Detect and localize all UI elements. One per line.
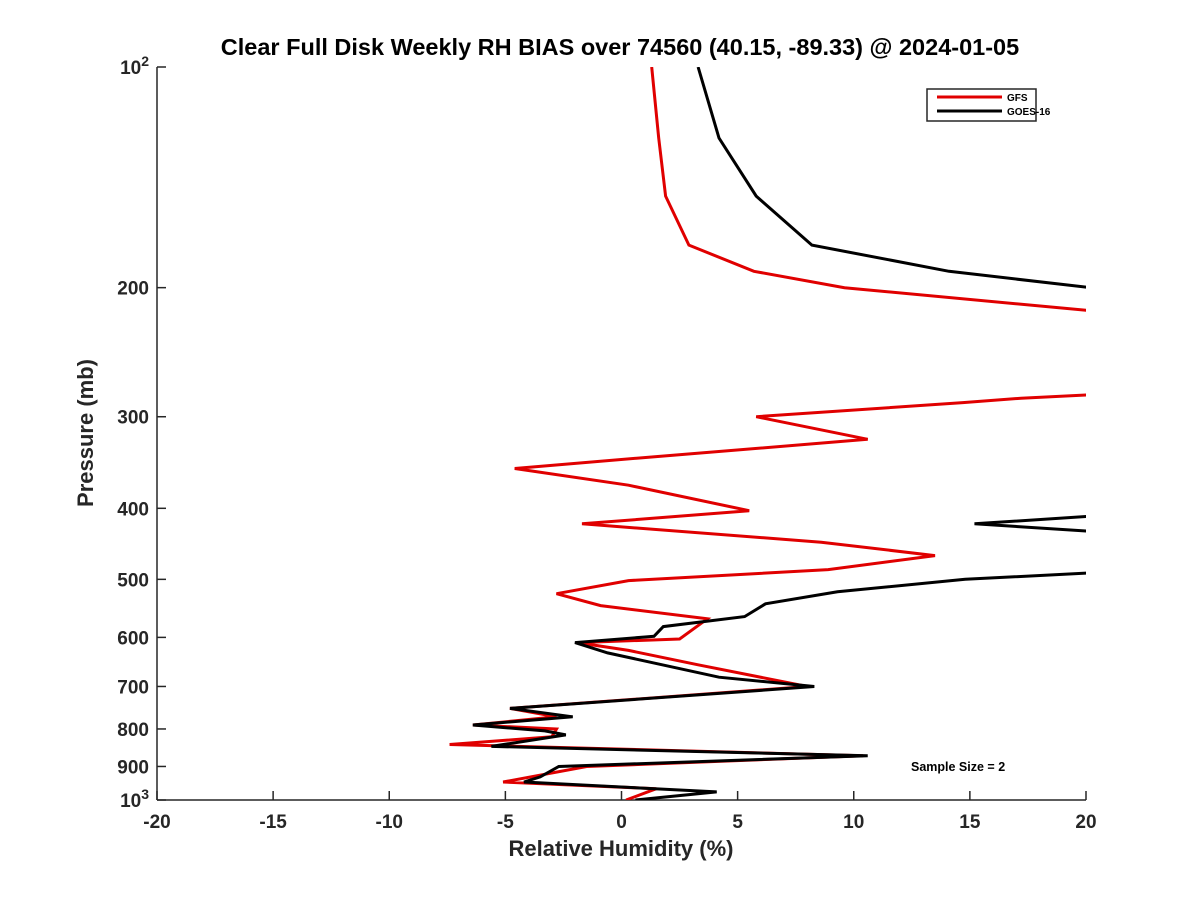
x-tick-label: -10: [376, 812, 403, 833]
x-tick-label: -20: [143, 812, 170, 833]
x-tick-label: 15: [959, 812, 981, 833]
x-tick-label: -5: [497, 812, 514, 833]
x-tick-label: 5: [732, 812, 743, 833]
chart-title: Clear Full Disk Weekly RH BIAS over 7456…: [221, 34, 1019, 60]
y-tick-label: 600: [117, 628, 149, 649]
series-layer: [449, 67, 1086, 800]
y-tick-label: 800: [117, 720, 149, 741]
legend-label-gfs: GFS: [1007, 93, 1028, 104]
y-tick-label: 900: [117, 757, 149, 778]
series-line-goes-16: [472, 67, 1086, 800]
series-line-gfs: [449, 67, 1086, 800]
x-ticks: -20 -15 -10 -5 0 5 10 15 20: [143, 791, 1097, 833]
y-tick-label: 500: [117, 570, 149, 591]
y-tick-label: 102: [120, 53, 149, 79]
y-ticks: 102 200 300 400 500 600 700 800 900 103: [117, 53, 166, 812]
y-tick-label: 300: [117, 408, 149, 429]
x-tick-label: -15: [259, 812, 287, 833]
y-tick-label: 103: [120, 786, 149, 812]
x-axis-title: Relative Humidity (%): [509, 836, 734, 861]
x-tick-label: 20: [1075, 812, 1096, 833]
legend: GFS GOES-16: [926, 88, 1051, 122]
x-tick-label: 0: [616, 812, 627, 833]
y-tick-label: 400: [117, 499, 149, 520]
legend-label-goes-16: GOES-16: [1007, 107, 1051, 118]
y-axis-title: Pressure (mb): [73, 359, 98, 507]
legend-box: [926, 88, 1037, 122]
x-tick-label: 10: [843, 812, 864, 833]
sample-size-annotation: Sample Size = 2: [911, 760, 1005, 774]
y-tick-label: 700: [117, 677, 149, 698]
y-tick-label: 200: [117, 279, 149, 300]
